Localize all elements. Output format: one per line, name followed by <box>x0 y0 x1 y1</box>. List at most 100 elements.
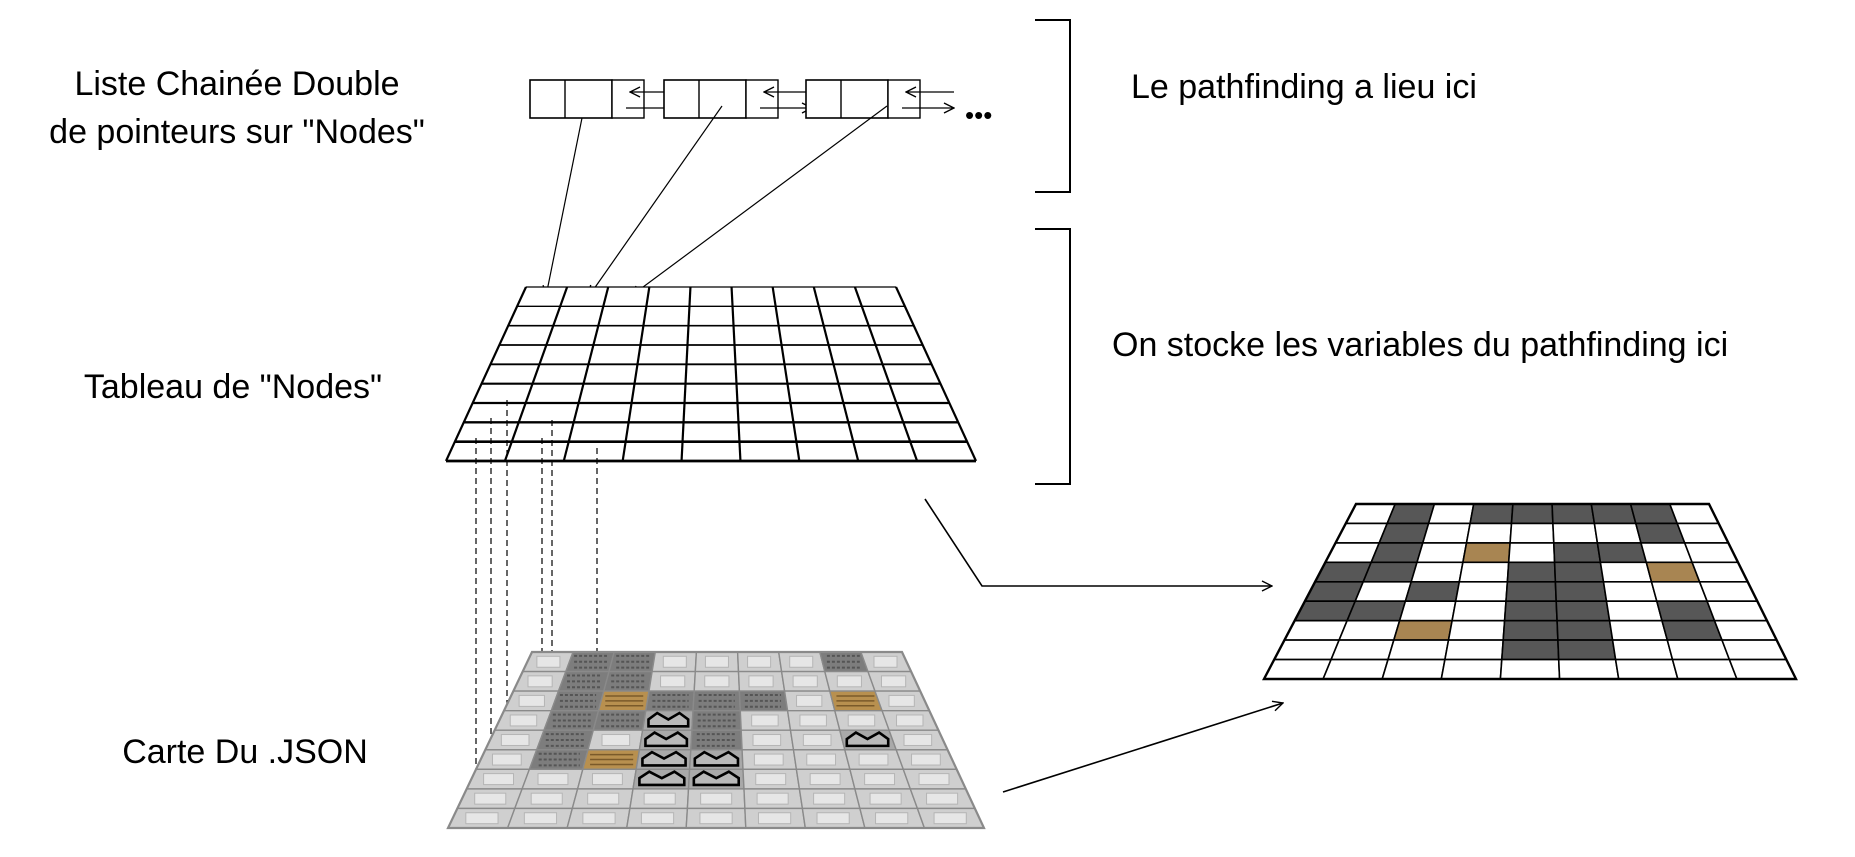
grid-cell <box>1421 522 1472 544</box>
grid-cell <box>1645 561 1701 583</box>
grid-cell <box>1555 600 1611 622</box>
floor-tile <box>880 675 907 688</box>
grid-cell <box>1502 619 1559 641</box>
mountain-icon <box>845 731 890 748</box>
grid-cell <box>1634 522 1686 544</box>
floor-tile <box>748 675 774 688</box>
doubly-linked-list <box>529 79 954 119</box>
grid-cell <box>1614 658 1679 680</box>
grid-cell <box>1660 619 1724 641</box>
floor-tile <box>582 812 616 825</box>
grid-cell <box>1262 658 1333 680</box>
grid-cell <box>1386 503 1436 525</box>
nodes-grid-col-line <box>562 286 610 462</box>
linked-list-label-line2: de pointeurs sur "Nodes" <box>49 113 425 151</box>
grid-cell <box>1329 639 1395 661</box>
grid-cell <box>1443 639 1505 661</box>
pathfinding-result-grid <box>1262 502 1798 681</box>
nodes-grid-col-line <box>503 286 569 462</box>
floor-tile <box>752 734 782 746</box>
grid-cell <box>1510 503 1554 525</box>
grid-cell <box>1451 600 1507 622</box>
json-map-label: Carte Du .JSON <box>122 733 368 771</box>
floor-tile <box>911 753 941 766</box>
floor-tile <box>491 753 522 766</box>
floor-tile <box>756 792 789 805</box>
floor-tile <box>864 773 896 786</box>
grid-cell <box>1427 503 1475 525</box>
grid-cell <box>1639 542 1694 564</box>
grid-cell <box>535 729 595 751</box>
ellipsis: ••• <box>965 100 992 130</box>
floor-tile <box>660 675 686 688</box>
pathfinding-label: Le pathfinding a lieu ici <box>1131 68 1477 106</box>
node-pointer-arrows <box>546 105 888 296</box>
grid-cell <box>1465 522 1513 544</box>
nodes-grid-col-line <box>621 286 651 462</box>
pointer-arrow-1 <box>546 117 583 296</box>
grid-cell <box>1404 580 1461 603</box>
floor-tile <box>640 812 675 825</box>
floor-tile <box>753 753 784 766</box>
floor-tile <box>888 694 915 707</box>
nodes-grid-col-line <box>730 286 742 462</box>
floor-tile <box>699 812 733 825</box>
grid-cell <box>1590 503 1637 525</box>
floor-tile <box>869 792 902 805</box>
nodes-grid-col-line <box>771 286 801 462</box>
variables-label: On stocke les variables du pathfinding i… <box>1112 326 1728 364</box>
mountain-icon <box>647 711 690 728</box>
floor-tile <box>806 753 837 766</box>
floor-tile <box>789 655 814 668</box>
pointer-arrow-3 <box>631 105 888 296</box>
floor-tile <box>537 773 569 786</box>
nodes-table-grid <box>445 286 977 463</box>
nodes-grid-col-line <box>445 286 527 462</box>
floor-tile <box>847 714 876 727</box>
grid-cell <box>1608 619 1669 641</box>
result-grid-border <box>1262 502 1798 681</box>
grid-cell <box>1655 600 1716 622</box>
grid-cell <box>1666 639 1731 661</box>
nodes-grid-surface <box>446 287 976 461</box>
floor-tile <box>601 734 631 746</box>
grid-cell <box>1720 639 1788 661</box>
arrow-map-to-result <box>1002 703 1283 793</box>
grid-cell <box>1671 658 1739 680</box>
grid-cell <box>1551 503 1596 525</box>
mountain-icon <box>644 731 689 748</box>
floor-tile <box>700 792 733 805</box>
floor-tile <box>465 812 499 825</box>
grid-cell <box>1552 542 1602 564</box>
json-map-border <box>446 650 986 830</box>
list-node-2 <box>663 79 747 119</box>
grid-cell <box>1503 600 1558 622</box>
nodes-grid-col-line <box>680 286 692 462</box>
grid-cell <box>1505 580 1558 603</box>
floor-tile <box>796 694 823 707</box>
floor-tile <box>591 773 623 786</box>
grid-cell <box>1354 580 1413 603</box>
floor-tile <box>858 753 889 766</box>
grid-cell <box>1398 600 1457 622</box>
floor-tile <box>474 792 507 805</box>
floor-tile <box>873 655 898 668</box>
grid-cell <box>1552 522 1599 544</box>
floor-tile <box>747 655 772 668</box>
bracket-variables <box>1035 228 1071 485</box>
pointer-arrow-2 <box>589 105 723 296</box>
list-node-1 <box>529 79 613 119</box>
grid-cell <box>1599 561 1653 583</box>
grid-cell <box>1611 639 1674 661</box>
grid-cell <box>1553 561 1605 583</box>
floor-tile <box>918 773 950 786</box>
floor-tile <box>643 792 676 805</box>
grid-cell <box>1593 522 1643 544</box>
floor-tile <box>903 734 933 746</box>
floor-tile <box>755 773 787 786</box>
grid-cell <box>1337 619 1401 641</box>
grid-cell <box>1650 580 1709 603</box>
grid-cell <box>1381 658 1446 680</box>
grid-cell <box>1509 522 1555 544</box>
